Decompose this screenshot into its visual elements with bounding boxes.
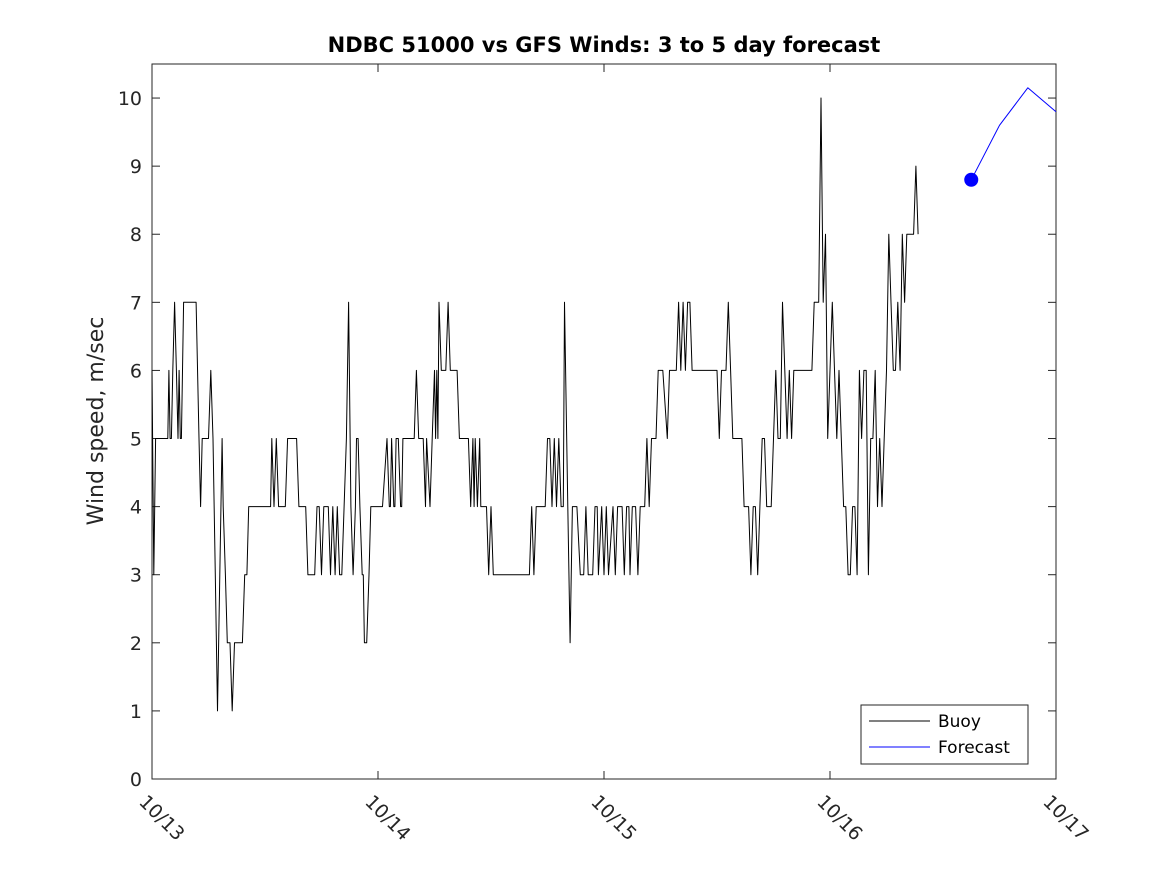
y-tick-label: 5 bbox=[130, 429, 142, 451]
forecast-start-marker bbox=[964, 172, 979, 187]
y-tick-label: 1 bbox=[130, 701, 142, 723]
x-tick-label: 10/13 bbox=[134, 791, 188, 845]
y-tick-label: 6 bbox=[130, 360, 142, 382]
y-tick-label: 2 bbox=[130, 633, 142, 655]
y-axis-title: Wind speed, m/sec bbox=[84, 317, 109, 526]
x-tick-label: 10/16 bbox=[812, 791, 866, 845]
y-tick-label: 4 bbox=[130, 497, 142, 519]
series-line-forecast bbox=[970, 87, 1057, 181]
y-tick-label: 0 bbox=[130, 769, 142, 791]
legend-buoy-label: Buoy bbox=[938, 712, 981, 732]
series-layer bbox=[151, 87, 1057, 712]
x-tick-label: 10/15 bbox=[586, 791, 640, 845]
y-axis: 0 1 2 3 4 5 6 7 8 9 10 bbox=[118, 88, 1056, 791]
y-tick-label: 3 bbox=[130, 565, 142, 587]
y-tick-label: 7 bbox=[130, 292, 142, 314]
y-tick-label: 8 bbox=[130, 224, 142, 246]
x-tick-label: 10/17 bbox=[1038, 791, 1092, 845]
y-tick-label: 10 bbox=[118, 88, 142, 110]
chart-title: NDBC 51000 vs GFS Winds: 3 to 5 day fore… bbox=[328, 33, 881, 57]
legend-forecast-label: Forecast bbox=[938, 738, 1010, 758]
plot-area bbox=[151, 63, 1057, 780]
y-tick-label: 9 bbox=[130, 156, 142, 178]
legend: Buoy Forecast bbox=[860, 704, 1029, 765]
legend-box bbox=[860, 704, 1029, 765]
x-tick-label: 10/14 bbox=[360, 791, 414, 845]
series-line-buoy bbox=[151, 97, 919, 712]
